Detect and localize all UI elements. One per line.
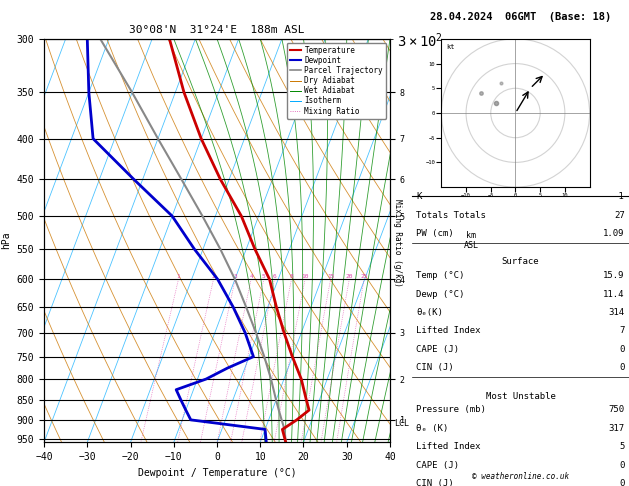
Text: 20: 20: [345, 274, 353, 279]
Text: 3: 3: [233, 274, 237, 279]
Text: 6: 6: [272, 274, 276, 279]
Text: 27: 27: [614, 211, 625, 220]
Text: θₑ(K): θₑ(K): [416, 308, 443, 317]
Text: © weatheronline.co.uk: © weatheronline.co.uk: [472, 472, 569, 481]
Text: Lifted Index: Lifted Index: [416, 327, 481, 335]
Text: 15: 15: [327, 274, 335, 279]
Text: Pressure (mb): Pressure (mb): [416, 405, 486, 414]
Text: Surface: Surface: [502, 258, 539, 266]
X-axis label: Dewpoint / Temperature (°C): Dewpoint / Temperature (°C): [138, 468, 296, 478]
Text: Most Unstable: Most Unstable: [486, 392, 555, 400]
Text: 25: 25: [360, 274, 368, 279]
Text: CIN (J): CIN (J): [416, 364, 454, 372]
Title: 30°08'N  31°24'E  188m ASL: 30°08'N 31°24'E 188m ASL: [129, 25, 305, 35]
Text: CAPE (J): CAPE (J): [416, 461, 459, 469]
Text: CAPE (J): CAPE (J): [416, 345, 459, 354]
Text: 0: 0: [620, 345, 625, 354]
Text: K: K: [416, 192, 421, 201]
Text: 28.04.2024  06GMT  (Base: 18): 28.04.2024 06GMT (Base: 18): [430, 12, 611, 22]
Text: Mixing Ratio (g/kg): Mixing Ratio (g/kg): [393, 199, 402, 287]
Text: Lifted Index: Lifted Index: [416, 442, 481, 451]
Text: 0: 0: [620, 364, 625, 372]
Text: θₑ (K): θₑ (K): [416, 424, 448, 433]
Text: -1: -1: [614, 192, 625, 201]
Text: Dewp (°C): Dewp (°C): [416, 290, 465, 298]
Text: 750: 750: [608, 405, 625, 414]
Y-axis label: hPa: hPa: [1, 232, 11, 249]
Legend: Temperature, Dewpoint, Parcel Trajectory, Dry Adiabat, Wet Adiabat, Isotherm, Mi: Temperature, Dewpoint, Parcel Trajectory…: [287, 43, 386, 119]
Text: 2: 2: [211, 274, 215, 279]
Text: 0: 0: [620, 461, 625, 469]
Text: 5: 5: [620, 442, 625, 451]
Text: 317: 317: [608, 424, 625, 433]
Text: LCL: LCL: [394, 419, 409, 428]
Text: 1: 1: [177, 274, 181, 279]
Text: 15.9: 15.9: [603, 271, 625, 280]
Text: 11.4: 11.4: [603, 290, 625, 298]
Text: 4: 4: [249, 274, 253, 279]
Text: 5: 5: [262, 274, 265, 279]
Text: 10: 10: [301, 274, 309, 279]
Y-axis label: km
ASL: km ASL: [464, 231, 479, 250]
Text: CIN (J): CIN (J): [416, 479, 454, 486]
Text: 1.09: 1.09: [603, 229, 625, 238]
Text: Temp (°C): Temp (°C): [416, 271, 465, 280]
Text: 8: 8: [289, 274, 293, 279]
Text: PW (cm): PW (cm): [416, 229, 454, 238]
Text: Totals Totals: Totals Totals: [416, 211, 486, 220]
Text: 7: 7: [620, 327, 625, 335]
Text: 314: 314: [608, 308, 625, 317]
Text: 0: 0: [620, 479, 625, 486]
Text: kt: kt: [447, 44, 455, 50]
